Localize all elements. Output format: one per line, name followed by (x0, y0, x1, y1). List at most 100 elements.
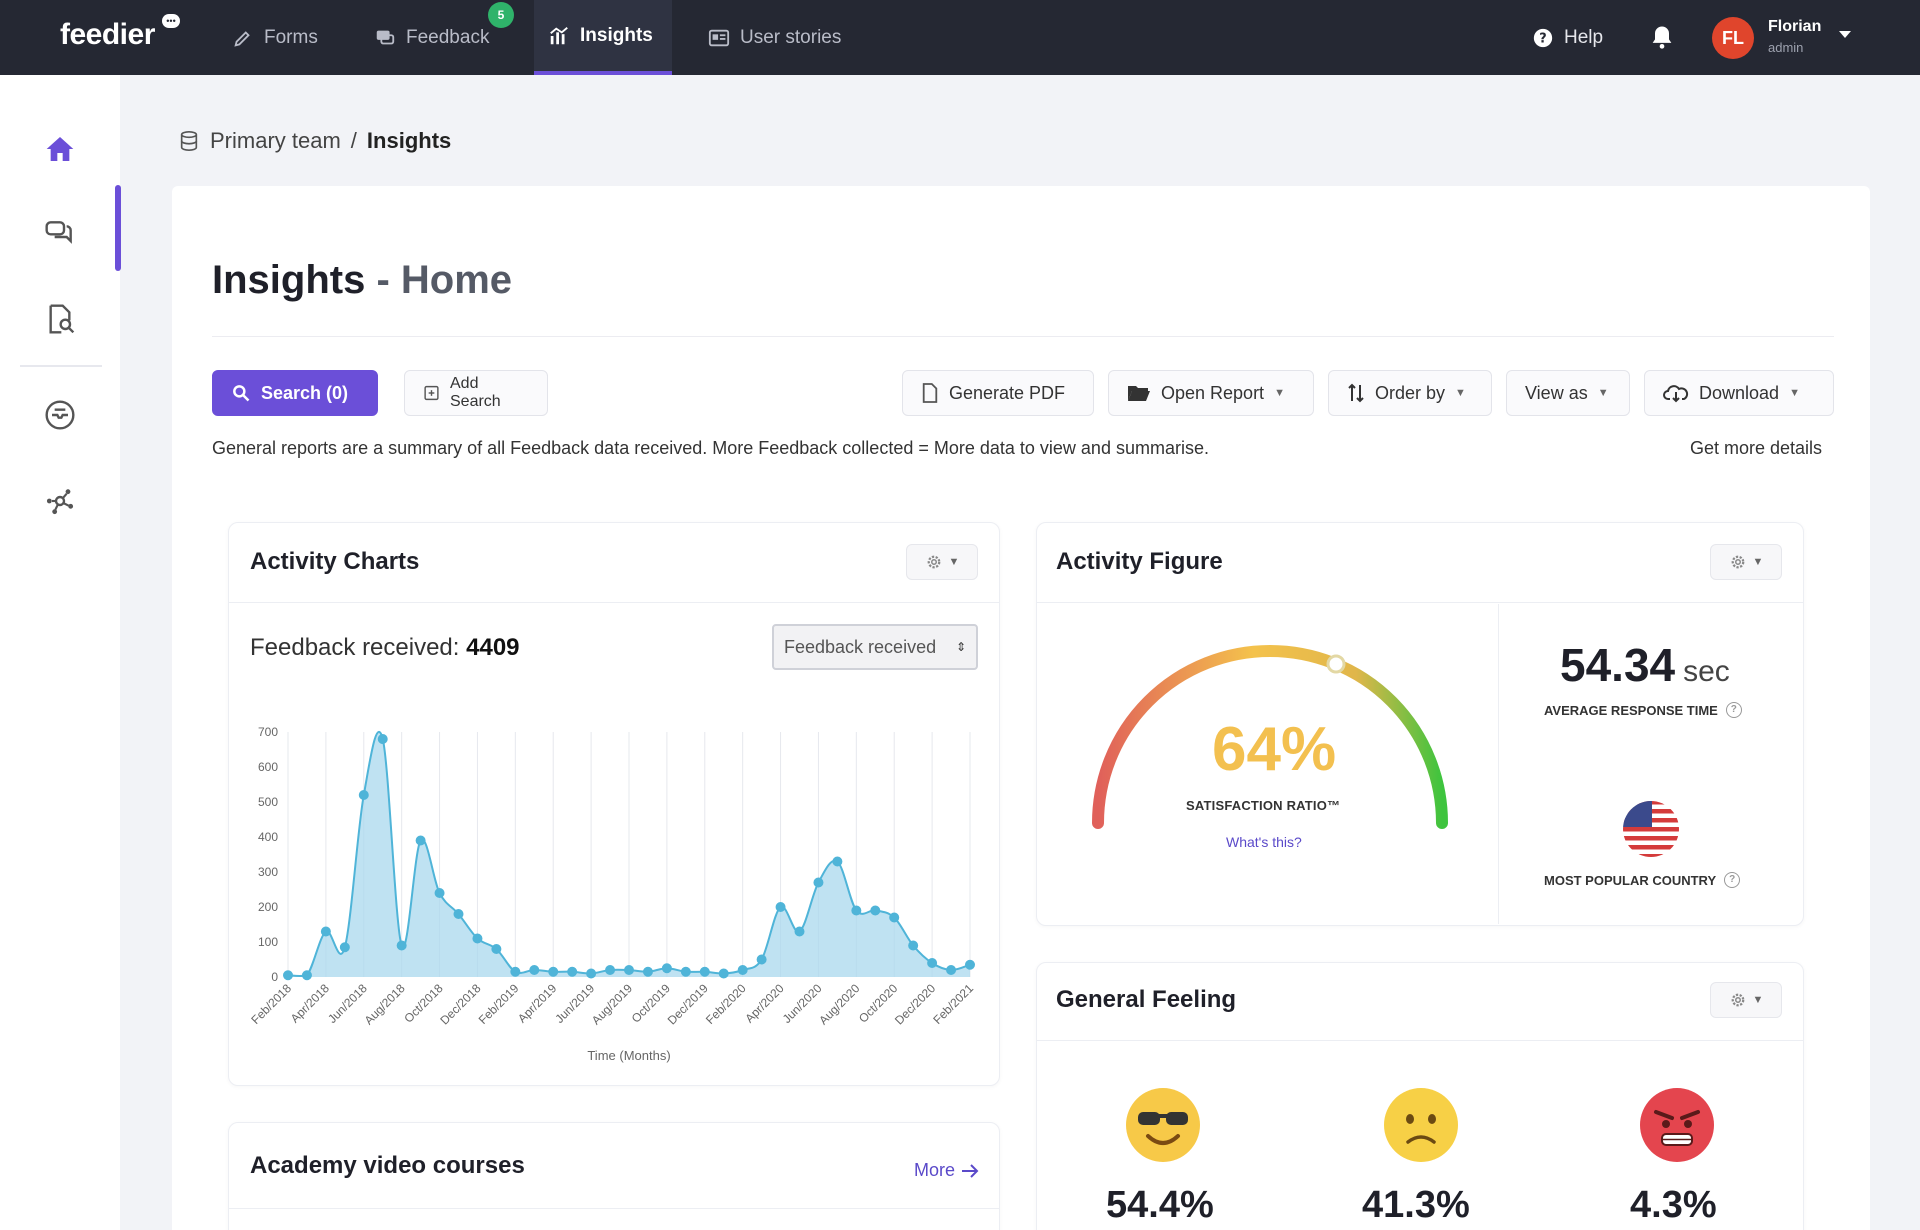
chart-x-tick-label: Apr/2018 (288, 981, 333, 1026)
question-circle-icon[interactable]: ? (1725, 702, 1742, 718)
chart-data-point (794, 926, 805, 937)
sidebar-item-conversations[interactable] (42, 215, 78, 251)
chart-data-point (415, 835, 426, 846)
info-text: General reports are a summary of all Fee… (212, 438, 1209, 458)
view-as-button[interactable]: View as ▼ (1506, 370, 1630, 416)
whats-this-link[interactable]: What's this? (1226, 834, 1302, 850)
chart-data-point (605, 965, 616, 975)
chevron-down-icon: ▼ (1789, 387, 1800, 399)
average-response-time-label: AVERAGE RESPONSE TIME ? (1544, 702, 1742, 718)
feeling-negative-pct: 4.3% (1630, 1184, 1717, 1226)
chevron-down-icon: ▼ (1455, 387, 1466, 399)
document-search-icon (49, 304, 75, 334)
activity-charts-title: Activity Charts (250, 548, 420, 575)
question-circle-icon[interactable]: ? (1724, 872, 1741, 888)
chart-x-tick-label: Apr/2020 (742, 981, 787, 1026)
country-label-text: MOST POPULAR COUNTRY (1544, 872, 1717, 888)
chart-data-point (680, 966, 691, 977)
gear-icon (927, 555, 940, 569)
chevron-down-icon: ▼ (1752, 994, 1764, 1006)
satisfaction-ratio-label: SATISFACTION RATIO™ (1186, 798, 1341, 813)
metric-select-value: Feedback received (784, 636, 937, 657)
chart-data-point (301, 970, 312, 981)
notification-bell-icon[interactable] (1648, 23, 1676, 51)
page-title-sub: - Home (376, 258, 513, 302)
file-icon (922, 383, 938, 403)
nav-insights-label: Insights (580, 24, 653, 46)
activity-charts-settings[interactable]: ▼ (906, 544, 978, 580)
chart-y-tick-label: 0 (271, 970, 278, 984)
sidebar-item-integrations[interactable] (42, 483, 78, 519)
sidebar-item-home[interactable] (42, 131, 78, 167)
breadcrumb-current: Insights (366, 128, 452, 153)
breadcrumb-team[interactable]: Primary team (210, 128, 341, 153)
nav-insights[interactable]: Insights (534, 0, 672, 75)
question-circle-icon: ? (1533, 28, 1553, 47)
feedback-received-metric: Feedback received: 4409 (250, 634, 520, 662)
logo-bubble-icon: ••• (162, 14, 180, 28)
chart-data-point (832, 856, 843, 867)
breadcrumb: Primary team / Insights (178, 128, 451, 154)
chart-y-tick-label: 400 (258, 830, 278, 844)
nav-forms[interactable]: Forms (232, 0, 318, 75)
chart-y-tick-label: 500 (258, 795, 278, 809)
plus-square-icon (424, 385, 439, 401)
chart-data-point (396, 940, 407, 951)
download-button[interactable]: Download ▼ (1644, 370, 1834, 416)
home-icon (46, 137, 74, 161)
chart-data-point (358, 790, 369, 800)
avg-time-unit: sec (1683, 655, 1730, 688)
chat-bubbles-icon (45, 221, 72, 244)
help-button[interactable]: ? Help (1532, 0, 1603, 75)
academy-more-link[interactable]: More (914, 1160, 979, 1181)
general-feeling-settings[interactable]: ▼ (1710, 982, 1782, 1018)
order-by-button[interactable]: Order by ▼ (1328, 370, 1492, 416)
most-popular-country-label: MOST POPULAR COUNTRY ? (1544, 872, 1741, 888)
chart-x-tick-label: Apr/2019 (515, 981, 560, 1026)
forms-icon (234, 30, 250, 47)
generate-pdf-button[interactable]: Generate PDF (902, 370, 1094, 416)
feeling-neutral-pct: 41.3% (1362, 1184, 1470, 1226)
user-avatar[interactable]: FL (1712, 17, 1754, 59)
chart-x-tick-label: Feb/2021 (930, 981, 976, 1027)
feeling-positive-pct: 54.4% (1106, 1184, 1214, 1226)
chart-x-tick-label: Dec/2019 (665, 981, 711, 1027)
title-divider (212, 336, 1834, 337)
activity-figure-header-divider (1036, 602, 1804, 603)
avg-time-label-text: AVERAGE RESPONSE TIME (1544, 702, 1718, 718)
chart-data-point (908, 940, 919, 951)
search-button[interactable]: Search (0) (212, 370, 378, 416)
activity-charts-widget (228, 522, 1000, 1086)
chart-data-point (453, 909, 464, 919)
chart-x-tick-label: Feb/2020 (703, 981, 749, 1027)
activity-figure-title: Activity Figure (1056, 548, 1223, 575)
left-sidebar (0, 75, 121, 1230)
user-name[interactable]: Florian (1768, 18, 1822, 35)
chart-data-point (756, 954, 767, 965)
chart-x-tick-label: Feb/2018 (248, 981, 294, 1027)
svg-text:?: ? (1539, 31, 1546, 46)
sort-icon (1348, 383, 1364, 403)
get-more-details-link[interactable]: Get more details (1690, 438, 1823, 458)
brand-logo[interactable]: feedier (60, 18, 155, 51)
chevron-down-icon[interactable] (1838, 30, 1852, 40)
nav-feedback[interactable]: Feedback (374, 0, 489, 75)
insights-icon (550, 26, 568, 44)
activity-figure-settings[interactable]: ▼ (1710, 544, 1782, 580)
open-report-button[interactable]: Open Report ▼ (1108, 370, 1314, 416)
database-icon (180, 131, 198, 151)
activity-figure-widget (1036, 522, 1804, 926)
sidebar-item-inbox[interactable] (42, 397, 78, 433)
feedback-count-badge: 5 (488, 2, 514, 28)
page-title-main: Insights (212, 258, 366, 302)
feedback-received-label: Feedback received: (250, 634, 460, 661)
chart-y-tick-label: 200 (258, 900, 278, 914)
sidebar-item-reports[interactable] (42, 301, 78, 337)
nav-user-stories[interactable]: User stories (708, 0, 841, 75)
metric-select[interactable]: Feedback received ⇕ (772, 624, 978, 670)
add-search-button[interactable]: Add Search (404, 370, 548, 416)
chart-data-point (775, 902, 786, 912)
chart-x-tick-label: Aug/2020 (816, 981, 862, 1027)
breadcrumb-separator: / (350, 128, 357, 153)
view-as-label: View as (1525, 382, 1588, 403)
